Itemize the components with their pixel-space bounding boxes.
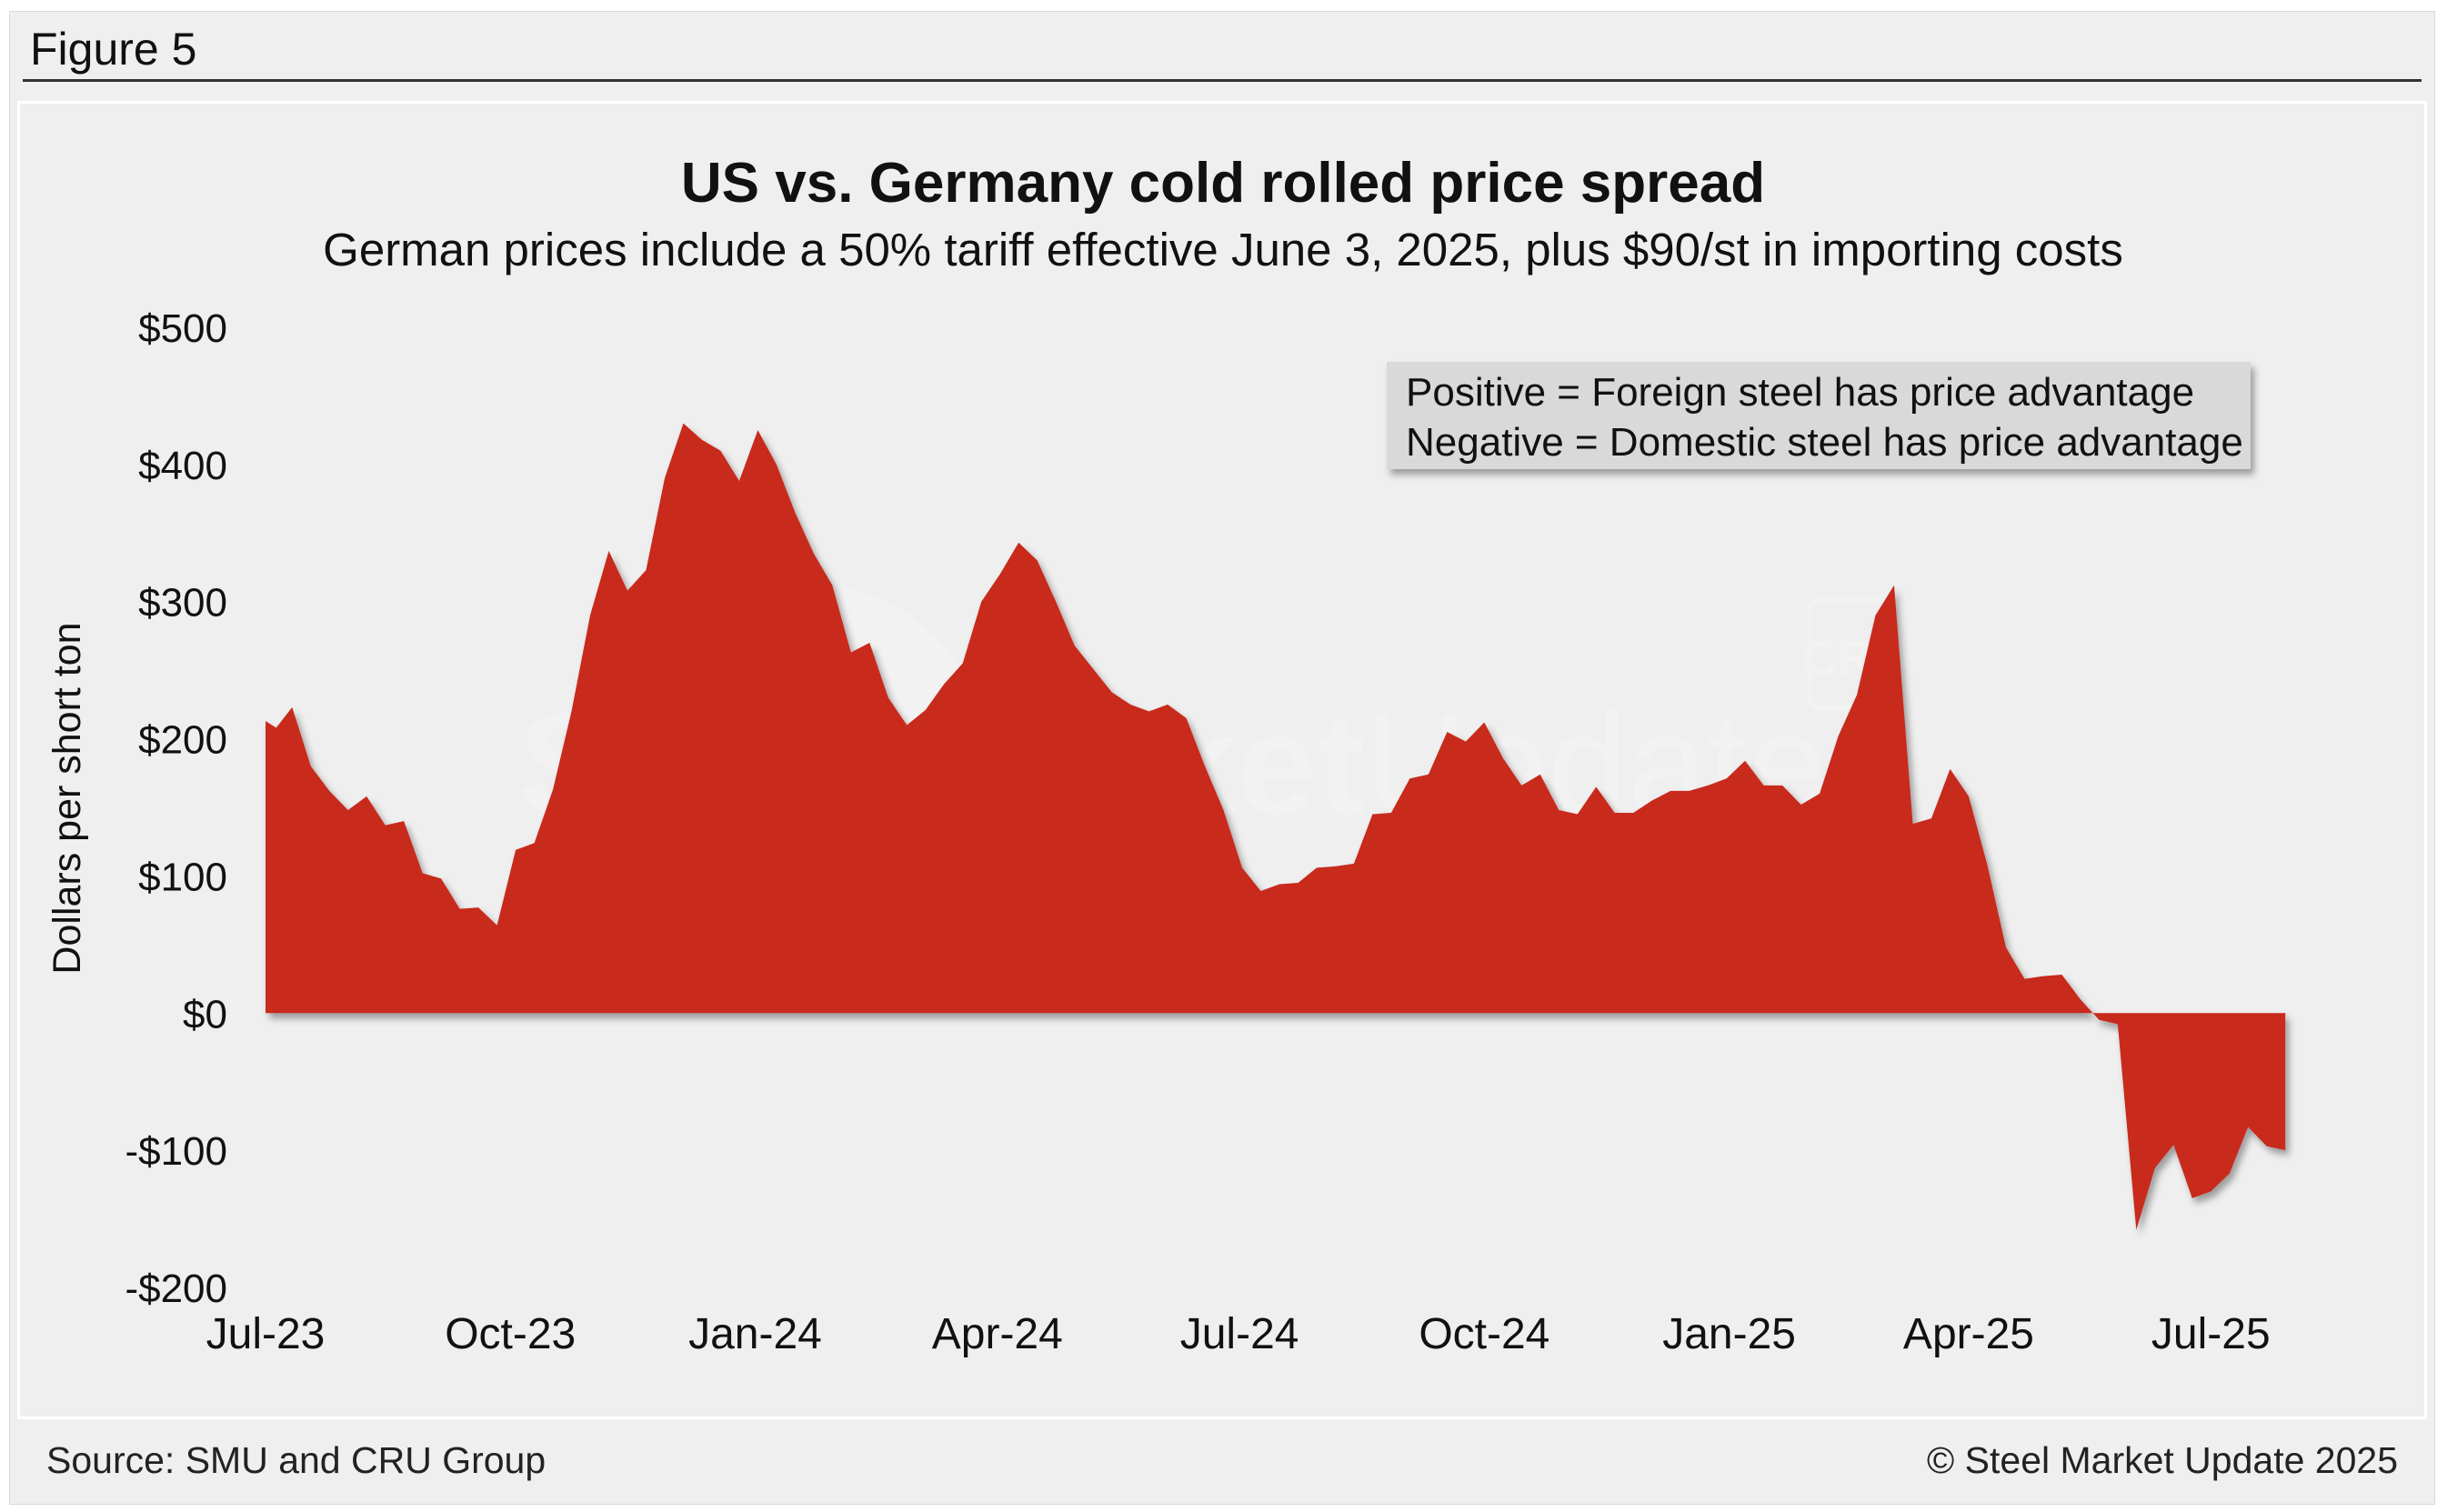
plot-area (266, 423, 2286, 1230)
y-tick-label: -$200 (125, 1267, 227, 1311)
area-series-spread (266, 423, 2286, 1230)
y-tick-label: $200 (138, 718, 227, 763)
x-tick-label: Jul-25 (2151, 1310, 2271, 1358)
y-axis-label: Dollars per short ton (45, 622, 89, 974)
y-tick-label: -$100 (125, 1129, 227, 1174)
x-tick-label: Jan-24 (688, 1310, 822, 1358)
chart-panel (17, 101, 2427, 1419)
x-tick-label: Jan-25 (1662, 1310, 1796, 1358)
annotation-line-negative: Negative = Domestic steel has price adva… (1406, 420, 2243, 465)
annotation-line-positive: Positive = Foreign steel has price advan… (1406, 370, 2194, 415)
chart-subtitle: German prices include a 50% tariff effec… (323, 224, 2123, 275)
copyright-note: © Steel Market Update 2025 (1927, 1439, 2398, 1481)
x-tick-label: Oct-23 (445, 1310, 576, 1358)
annotation-box: Positive = Foreign steel has price advan… (1387, 362, 2251, 469)
y-axis-ticks: $500 $400 $300 $200 $100 $0 -$100 -$200 (125, 306, 227, 1311)
x-tick-label: Jul-23 (206, 1310, 326, 1358)
chart-title: US vs. Germany cold rolled price spread (681, 152, 1765, 215)
y-tick-label: $400 (138, 444, 227, 488)
x-tick-label: Oct-24 (1419, 1310, 1549, 1358)
x-tick-label: Apr-25 (1903, 1310, 2034, 1358)
source-note: Source: SMU and CRU Group (46, 1439, 547, 1481)
x-tick-label: Jul-24 (1180, 1310, 1299, 1358)
y-tick-label: $0 (183, 992, 227, 1036)
y-tick-label: $100 (138, 855, 227, 899)
annotation-background (1387, 362, 2251, 469)
x-axis-ticks: Jul-23 Oct-23 Jan-24 Apr-24 Jul-24 Oct-24 Jan-… (206, 1310, 2271, 1358)
figure-label: Figure 5 (30, 24, 197, 75)
figure-frame: Figure 5 Source: SMU and CRU Group © Ste… (9, 11, 2435, 1505)
y-tick-label: $500 (138, 306, 227, 351)
y-tick-label: $300 (138, 581, 227, 626)
figure-divider (23, 79, 2422, 82)
x-tick-label: Apr-24 (932, 1310, 1063, 1358)
